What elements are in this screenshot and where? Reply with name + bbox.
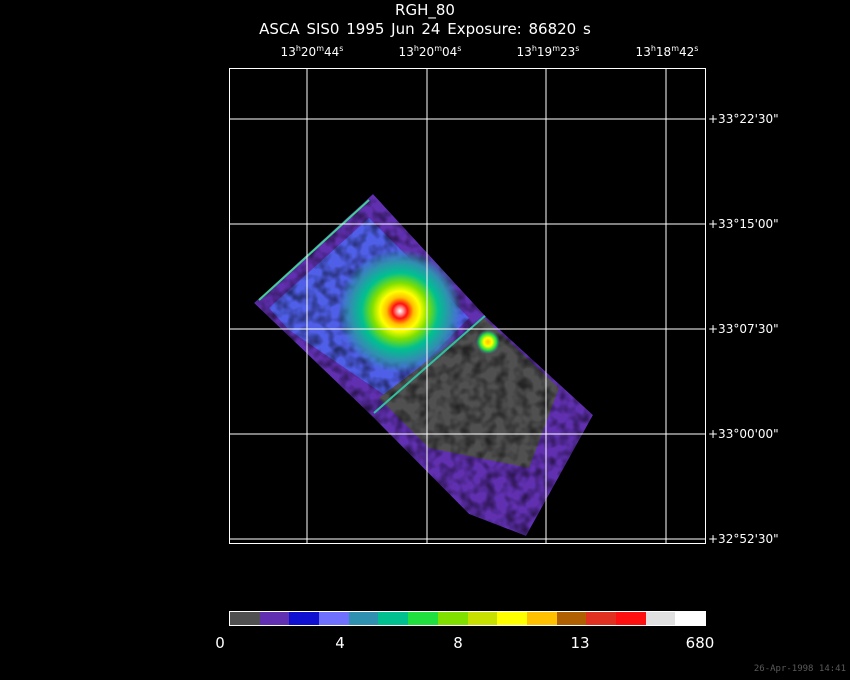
colorbar-swatch	[348, 612, 379, 625]
ra-tick-label: 13h18m42s	[635, 44, 699, 59]
colorbar-swatch	[497, 612, 527, 625]
colorbar-swatch	[645, 612, 676, 625]
colorbar-label: 4	[335, 634, 345, 652]
colorbar-swatch	[289, 612, 320, 625]
colorbar-label: 13	[570, 634, 590, 652]
colorbar-label: 8	[453, 634, 463, 652]
colorbar-swatch	[526, 612, 557, 625]
colorbar-swatch	[437, 612, 468, 625]
colorbar-swatch	[467, 612, 498, 625]
point-source	[476, 330, 500, 354]
colorbar-swatch	[230, 612, 260, 625]
colorbar-swatch	[586, 612, 616, 625]
colorbar-label: 680	[685, 634, 715, 652]
colorbar-swatch	[408, 612, 438, 625]
ra-tick-label: 13h20m44s	[280, 44, 344, 59]
colorbar-swatch	[615, 612, 646, 625]
dec-tick-label: +33°00'00"	[708, 427, 779, 441]
colorbar-swatch	[319, 612, 349, 625]
ra-tick-label: 13h20m04s	[398, 44, 462, 59]
detector-field	[254, 194, 593, 536]
dec-tick-label: +33°22'30"	[708, 112, 779, 126]
colorbar	[229, 611, 706, 626]
coordinate-grid	[229, 68, 706, 544]
cluster-emission	[338, 249, 462, 373]
colorbar-swatch	[259, 612, 290, 625]
object-title: RGH_80	[395, 1, 455, 19]
dec-tick-label: +32°52'30"	[708, 532, 779, 546]
colorbar-label: 0	[215, 634, 225, 652]
colorbar-swatch	[556, 612, 587, 625]
timestamp: 26-Apr-1998 14:41	[753, 664, 846, 674]
observation-subtitle: ASCA SIS0 1995 Jun 24 Exposure: 86820 s	[259, 20, 591, 38]
dec-tick-label: +33°07'30"	[708, 322, 779, 336]
colorbar-swatch	[378, 612, 409, 625]
dec-tick-label: +33°15'00"	[708, 217, 779, 231]
ra-tick-label: 13h19m23s	[516, 44, 580, 59]
colorbar-swatch	[675, 612, 705, 625]
xray-image-panel	[229, 68, 706, 544]
